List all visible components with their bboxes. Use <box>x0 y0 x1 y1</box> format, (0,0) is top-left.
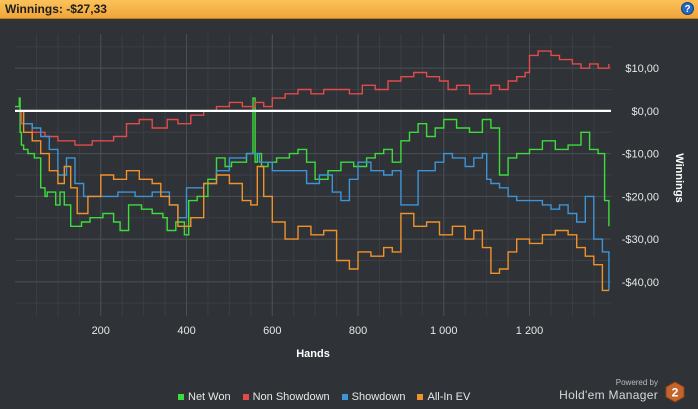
legend-item-non-showdown[interactable]: Non Showdown <box>242 390 330 404</box>
legend-item-net-won[interactable]: Net Won <box>178 390 231 404</box>
hem2-logo-icon: 2 <box>665 381 685 403</box>
series-line-all-in-ev <box>15 110 609 292</box>
x-tick-label: 600 <box>263 325 281 337</box>
x-tick-label: 800 <box>349 325 367 337</box>
legend-swatch <box>417 394 424 400</box>
brand-name: Hold'em Manager <box>559 388 658 402</box>
legend-label: All-In EV <box>427 391 471 403</box>
x-tick-label: 200 <box>92 325 110 337</box>
powered-by-text: Powered by <box>615 378 658 387</box>
x-tick-label: 1 000 <box>430 325 458 337</box>
help-icon[interactable]: ? <box>681 2 694 15</box>
legend-item-all-in-ev[interactable]: All-In EV <box>417 390 470 404</box>
legend-label: Non Showdown <box>252 391 330 403</box>
y-tick-label: -$20,00 <box>622 191 659 203</box>
x-axis-ticks: 200 400 600 800 1 000 1 200 <box>92 325 544 337</box>
x-tick-label: 400 <box>177 325 195 337</box>
series-line-net-won <box>15 97 610 236</box>
series-line-showdown <box>15 110 610 291</box>
y-tick-label: $10,00 <box>625 63 659 75</box>
y-tick-label: -$10,00 <box>622 149 659 161</box>
chart-legend: Net Won Non Showdown Showdown All-In EV <box>178 390 470 404</box>
legend-label: Net Won <box>188 391 231 403</box>
hem2-logo-badge: 2 <box>672 386 679 400</box>
legend-label: Showdown <box>351 391 406 403</box>
legend-swatch <box>341 394 348 400</box>
y-tick-label: $0,00 <box>631 106 659 118</box>
legend-swatch <box>178 394 184 400</box>
legend-item-showdown[interactable]: Showdown <box>341 390 406 404</box>
x-tick-label: 1 200 <box>516 325 544 337</box>
x-axis-label: Hands <box>296 348 330 360</box>
y-axis-ticks: $10,00 $0,00 -$10,00 -$20,00 -$30,00 -$40,00 <box>622 63 659 289</box>
y-axis-label: Winnings <box>673 153 685 202</box>
winnings-title: Winnings: -$27,33 <box>5 2 107 16</box>
series-line-non-showdown <box>15 50 610 146</box>
title-bar: Winnings: -$27,33 ? <box>0 0 698 19</box>
y-tick-label: -$40,00 <box>622 277 659 289</box>
brand-block: Powered by Hold'em Manager 2 <box>548 378 688 406</box>
chart-series <box>15 50 611 292</box>
legend-swatch <box>242 394 249 400</box>
y-tick-label: -$30,00 <box>622 234 659 246</box>
